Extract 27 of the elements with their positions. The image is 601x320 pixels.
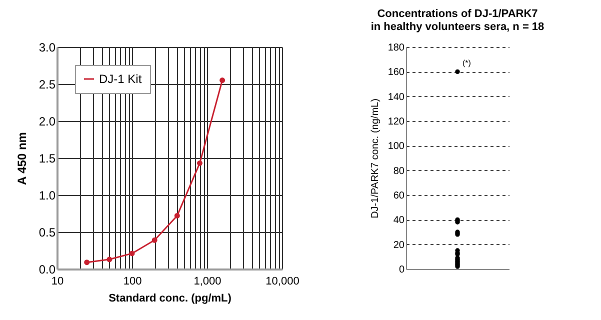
y-tick-label: 160 bbox=[388, 67, 405, 78]
y-axis-title: A 450 nm bbox=[14, 132, 29, 185]
y-tick-label: 40 bbox=[393, 215, 405, 226]
chart-title: Concentrations of DJ-1/PARK7 in healthy volunteers sera, n = 18 bbox=[370, 8, 544, 33]
y-axis-title: DJ-1/PARK7 conc. (ng/mL) bbox=[370, 98, 381, 218]
y-tick-label: 2.5 bbox=[38, 78, 56, 92]
y-tick-label: 80 bbox=[393, 166, 405, 177]
y-tick-label: 3.0 bbox=[38, 40, 56, 54]
x-tick-label: 10,000 bbox=[266, 276, 300, 288]
y-tick-label: 140 bbox=[388, 92, 405, 103]
x-tick-label: 10 bbox=[51, 276, 64, 288]
y-tick-label: 180 bbox=[388, 42, 405, 54]
y-tick-label: 1.0 bbox=[38, 188, 56, 202]
x-axis-title: Standard conc. (pg/mL) bbox=[108, 292, 232, 304]
x-tick-label: 100 bbox=[123, 276, 142, 288]
annotation: (*) bbox=[462, 58, 472, 68]
y-tick-label: 120 bbox=[388, 116, 405, 128]
y-tick-label: 2.0 bbox=[38, 114, 56, 128]
y-tick-label: 0 bbox=[398, 264, 405, 276]
x-tick-label: 1,000 bbox=[194, 276, 222, 288]
y-tick-label: 100 bbox=[388, 141, 405, 152]
y-tick-label: 1.5 bbox=[38, 152, 56, 166]
legend-label: DJ-1 Kit bbox=[99, 72, 142, 86]
y-tick-label: 20 bbox=[393, 240, 405, 251]
y-tick-label: 0.0 bbox=[38, 262, 56, 276]
y-tick-label: 60 bbox=[393, 190, 405, 202]
y-tick-label: 0.5 bbox=[38, 226, 56, 240]
